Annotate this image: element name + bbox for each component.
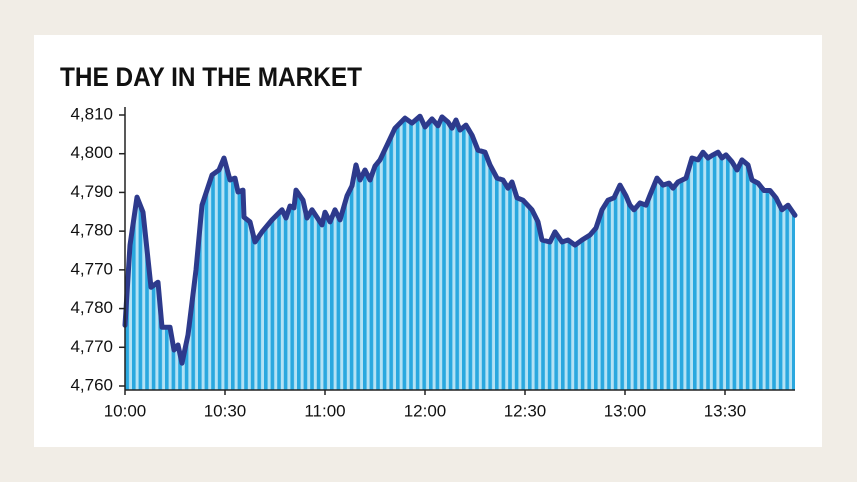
y-tick-label: 4,810 [70,104,113,123]
x-tick-label: 12:00 [404,401,447,420]
x-tick-label: 13:30 [704,401,747,420]
y-tick-label: 4,800 [70,143,113,162]
y-tick-label: 4,760 [70,375,113,394]
x-tick-label: 11:00 [304,401,345,420]
chart-title: THE DAY IN THE MARKET [60,62,362,92]
y-tick-label: 4,790 [70,182,113,201]
y-tick-label: 4,770 [70,337,113,356]
x-tick-label: 12:30 [504,401,547,420]
y-tick-label: 4,770 [70,259,113,278]
y-tick-label: 4,780 [70,298,113,317]
y-tick-label: 4,780 [70,221,113,240]
line [122,113,798,366]
x-tick-label: 10:30 [204,401,247,420]
x-tick-label: 10:00 [104,401,147,420]
area [125,116,795,390]
x-tick-label: 13:00 [604,401,647,420]
